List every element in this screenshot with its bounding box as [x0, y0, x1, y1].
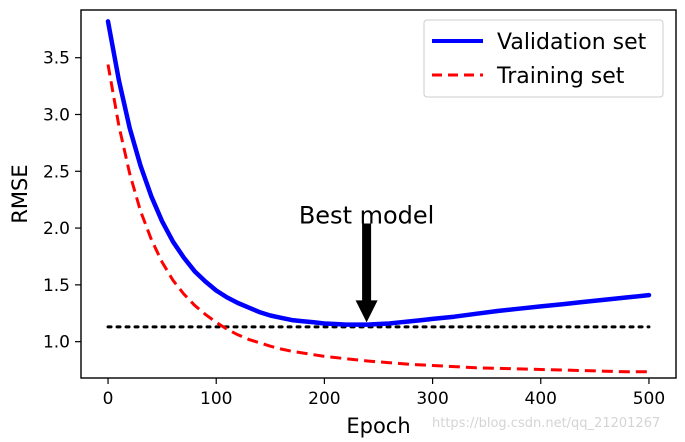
legend-box — [423, 19, 664, 98]
y-tick-label: 1.0 — [43, 333, 70, 353]
y-tick-label: 2.5 — [43, 162, 70, 182]
y-tick-label: 3.0 — [43, 105, 70, 125]
y-tick-label: 3.5 — [43, 49, 70, 69]
watermark-text: https://blog.csdn.net/qq_21201267 — [432, 416, 661, 431]
x-tick-label: 300 — [416, 389, 448, 409]
training-set-line — [106, 64, 649, 374]
axes-frame — [80, 9, 677, 379]
y-tick-label: 2.0 — [43, 219, 70, 239]
ticks-group: 0 100 200 300 400 500 1.0 1.5 2.0 2.5 3.0 3.5 — [43, 49, 665, 409]
x-tick-label: 400 — [525, 389, 557, 409]
x-tick-label: 0 — [103, 389, 114, 409]
plot-lines-group — [105, 19, 652, 374]
best-model-arrow — [355, 223, 378, 323]
annotation-group: Best model — [299, 202, 434, 323]
x-axis-title: Epoch — [346, 414, 410, 438]
legend-label-training: Training set — [496, 64, 625, 89]
y-tick-label: 1.5 — [43, 276, 70, 296]
x-tick-label: 100 — [200, 389, 232, 409]
x-tick-label: 200 — [308, 389, 340, 409]
legend-label-validation: Validation set — [497, 30, 647, 55]
legend: Validation set Training set — [423, 19, 664, 98]
x-tick-label: 500 — [633, 389, 665, 409]
validation-set-line — [105, 19, 652, 327]
y-axis-title: RMSE — [8, 164, 32, 223]
